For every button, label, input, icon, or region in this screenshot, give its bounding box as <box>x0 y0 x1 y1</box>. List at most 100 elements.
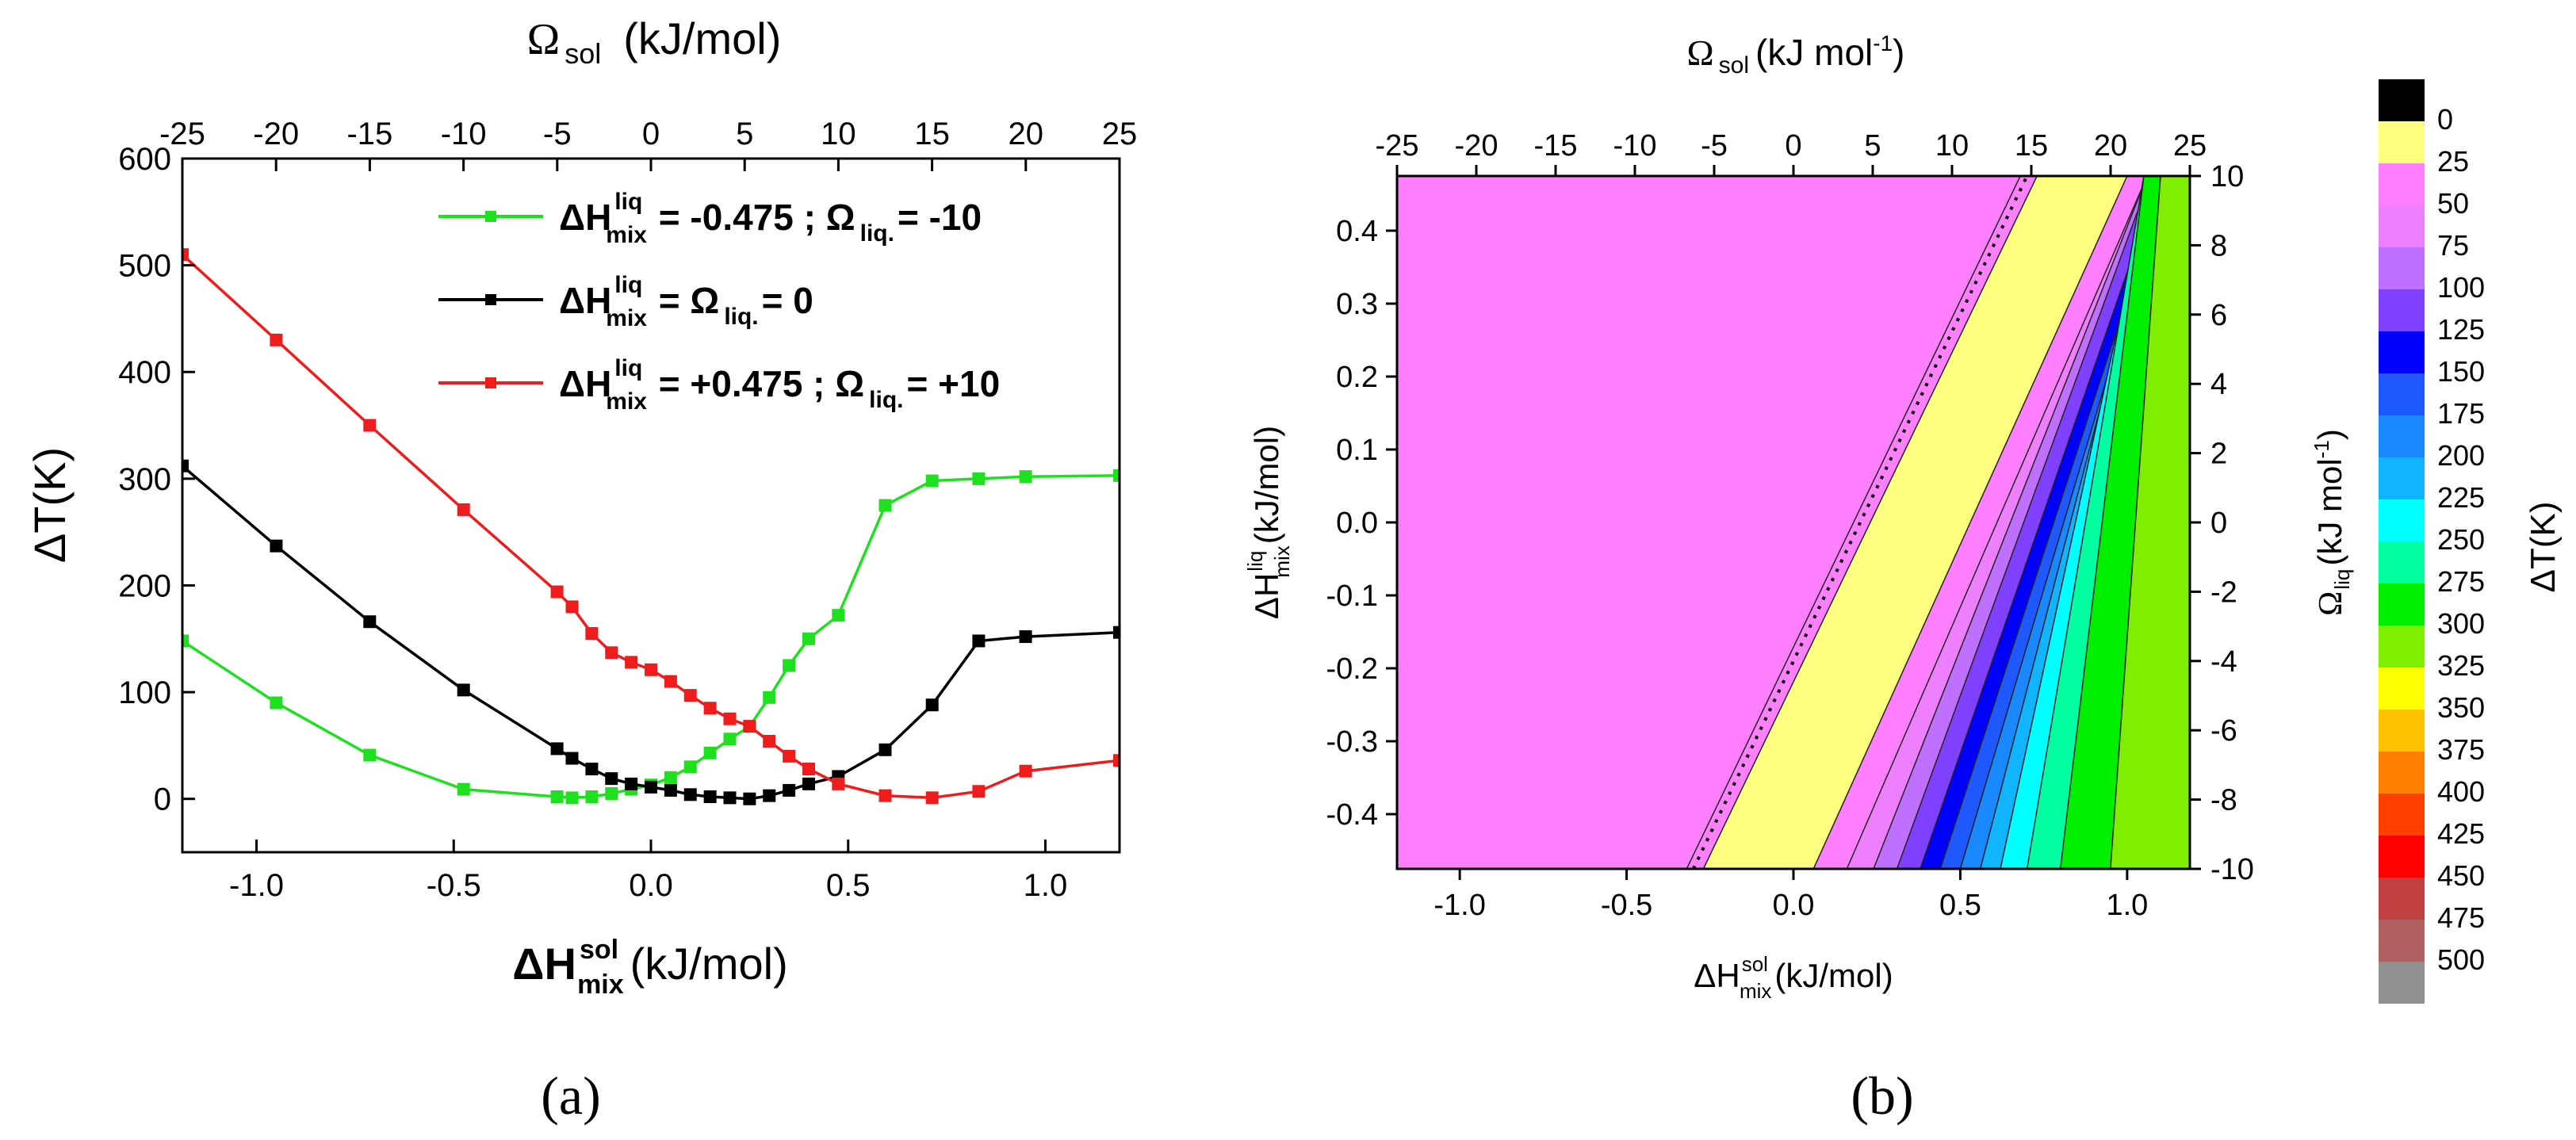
data-point <box>605 646 618 660</box>
colorbar-tick-label: 350 <box>2437 691 2485 724</box>
colorbar-swatch <box>2379 79 2425 121</box>
colorbar-tick-label: 250 <box>2437 523 2485 556</box>
colorbar-swatch <box>2379 457 2425 499</box>
data-point <box>832 609 845 622</box>
data-point <box>363 419 377 432</box>
top-tick-label: 25 <box>1102 117 1138 151</box>
data-point <box>723 791 737 805</box>
y-tick-label: 0 <box>154 782 171 817</box>
colorbar-swatch <box>2379 247 2425 289</box>
y-tick-label: 600 <box>118 142 171 177</box>
data-point <box>683 760 697 774</box>
panel-b-zero-line <box>1691 176 2029 869</box>
right-tick-label: 10 <box>2210 160 2244 193</box>
top-tick-label: -20 <box>253 117 299 151</box>
colorbar-swatch <box>2379 373 2425 415</box>
colorbar-swatch <box>2379 920 2425 962</box>
contour-band <box>1397 176 1541 474</box>
data-point <box>783 749 796 763</box>
top-tick-label: -25 <box>1376 129 1419 163</box>
data-point <box>878 789 892 802</box>
data-point <box>925 791 939 805</box>
data-point <box>270 696 283 710</box>
data-point <box>550 585 564 599</box>
colorbar-swatch <box>2379 163 2425 205</box>
colorbar-swatch <box>2379 205 2425 247</box>
panel-a-x-axis-label: ΔH sol mix (kJ/mol) <box>512 935 788 1000</box>
data-point <box>802 632 815 645</box>
colorbar-tick-label: 475 <box>2437 901 2485 934</box>
colorbar-tick-label: 375 <box>2437 733 2485 766</box>
data-point <box>664 675 677 688</box>
data-point <box>703 702 717 715</box>
data-point <box>457 782 470 796</box>
colorbar-swatch <box>2379 794 2425 836</box>
top-tick-label: 5 <box>736 117 753 151</box>
data-point <box>363 748 377 762</box>
series-line-liquid_pos <box>182 253 1120 800</box>
top-tick-label: 10 <box>1935 129 1969 163</box>
top-tick-label: 5 <box>1864 129 1881 163</box>
data-point <box>363 615 377 629</box>
colorbar-swatch <box>2379 625 2425 668</box>
y-tick-label: -0.3 <box>1326 725 1378 759</box>
data-point <box>802 763 815 775</box>
data-point <box>645 663 657 676</box>
right-tick-label: -2 <box>2210 576 2237 609</box>
x-tick-label: -1.0 <box>1433 889 1485 922</box>
colorbar-tick-label: 300 <box>2437 607 2485 640</box>
top-tick-label: -5 <box>1701 129 1728 163</box>
colorbar-swatch <box>2379 331 2425 373</box>
colorbar: 0 25 50 75 100 125 150 175 200 225 250 275 300 325 350… <box>2379 79 2563 1004</box>
colorbar-swatch <box>2379 121 2425 163</box>
colorbar-label: ΔT(K) <box>2524 502 2563 593</box>
data-point <box>605 786 618 800</box>
colorbar-tick-label: 125 <box>2437 313 2485 346</box>
x-tick-label: 1.0 <box>2106 889 2148 922</box>
data-point <box>783 659 796 672</box>
y-tick-label: 500 <box>118 249 171 284</box>
colorbar-tick-label: 50 <box>2437 187 2469 220</box>
data-point <box>182 459 189 472</box>
right-tick-label: 0 <box>2210 507 2227 540</box>
colorbar-tick-label: 425 <box>2437 817 2485 850</box>
data-point <box>763 789 776 802</box>
top-tick-label: -5 <box>543 117 572 151</box>
data-point <box>605 772 618 786</box>
colorbar-tick-label: 200 <box>2437 439 2485 472</box>
colorbar-tick-label: 175 <box>2437 397 2485 430</box>
right-tick-label: -4 <box>2210 645 2237 679</box>
series-line-liquid_neg <box>182 474 1120 800</box>
y-tick-label: 0.3 <box>1336 288 1378 321</box>
data-point <box>645 780 657 794</box>
data-point <box>457 503 470 516</box>
data-point <box>743 720 756 733</box>
colorbar-tick-label: 500 <box>2437 943 2485 976</box>
y-tick-label: 0.0 <box>1336 507 1378 540</box>
colorbar-swatch <box>2379 499 2425 541</box>
right-tick-label: -8 <box>2210 784 2237 817</box>
panel-b-contours <box>1397 176 2190 869</box>
colorbar-swatch <box>2379 836 2425 878</box>
contour-band <box>1397 176 2038 869</box>
panel-a-y-axis-label: ΔT(K) <box>25 447 75 563</box>
x-tick-label: -0.5 <box>427 868 481 903</box>
data-point <box>270 333 283 346</box>
legend-swatch-marker <box>485 294 496 305</box>
y-tick-label: 0.2 <box>1336 361 1378 394</box>
colorbar-tick-label: 275 <box>2437 565 2485 598</box>
right-tick-label: -6 <box>2210 714 2237 748</box>
data-point <box>972 785 986 798</box>
colorbar-tick-label: 450 <box>2437 859 2485 892</box>
data-point <box>182 634 189 648</box>
contour-band <box>2110 176 2190 869</box>
data-point <box>625 777 638 790</box>
data-point <box>743 792 756 805</box>
top-tick-label: 10 <box>821 117 856 151</box>
x-tick-label: 0.5 <box>1939 889 1981 922</box>
panel-a: -1.0 -0.5 0.0 0.5 1.00100200300400500600-25-… <box>25 13 1137 1126</box>
top-tick-label: -10 <box>441 117 487 151</box>
y-tick-label: 300 <box>118 462 171 497</box>
